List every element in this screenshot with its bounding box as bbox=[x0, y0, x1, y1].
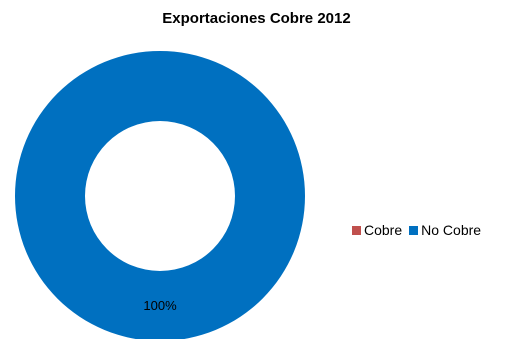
legend-label-no-cobre: No Cobre bbox=[421, 222, 482, 238]
legend-item-cobre: Cobre bbox=[352, 222, 402, 238]
legend: Cobre No Cobre bbox=[352, 222, 488, 238]
data-label-no-cobre: 100% bbox=[143, 298, 177, 313]
legend-item-no-cobre: No Cobre bbox=[409, 222, 481, 238]
legend-label-cobre: Cobre bbox=[364, 222, 403, 238]
donut-slice-no-cobre bbox=[15, 51, 305, 339]
legend-swatch-cobre bbox=[352, 225, 361, 235]
legend-swatch-no-cobre bbox=[409, 225, 419, 235]
chart-title: Exportaciones Cobre 2012 bbox=[162, 10, 351, 27]
